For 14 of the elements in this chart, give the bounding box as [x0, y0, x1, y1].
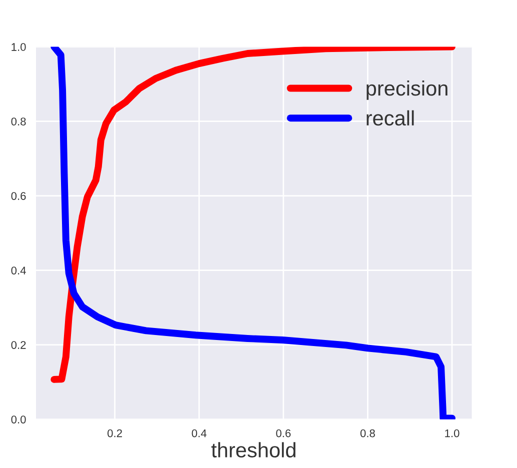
y-tick-label: 1.0 — [12, 43, 26, 51]
y-tick-label: 0.4 — [11, 266, 26, 274]
y-tick-label: 0.2 — [11, 341, 26, 349]
x-tick-label: 0.8 — [360, 429, 375, 438]
x-axis-title: threshold — [211, 442, 296, 458]
x-tick-label: 0.4 — [192, 429, 206, 438]
legend-label: recall — [366, 110, 414, 126]
y-tick-label: 0.6 — [11, 192, 26, 200]
legend-label: precision — [366, 80, 448, 100]
x-tick-label: 1.0 — [445, 429, 460, 438]
y-tick-label: 0.0 — [11, 416, 26, 424]
x-tick-label: 0.2 — [108, 429, 122, 438]
x-tick-label: 0.6 — [276, 429, 291, 438]
y-tick-label: 0.8 — [11, 118, 26, 126]
